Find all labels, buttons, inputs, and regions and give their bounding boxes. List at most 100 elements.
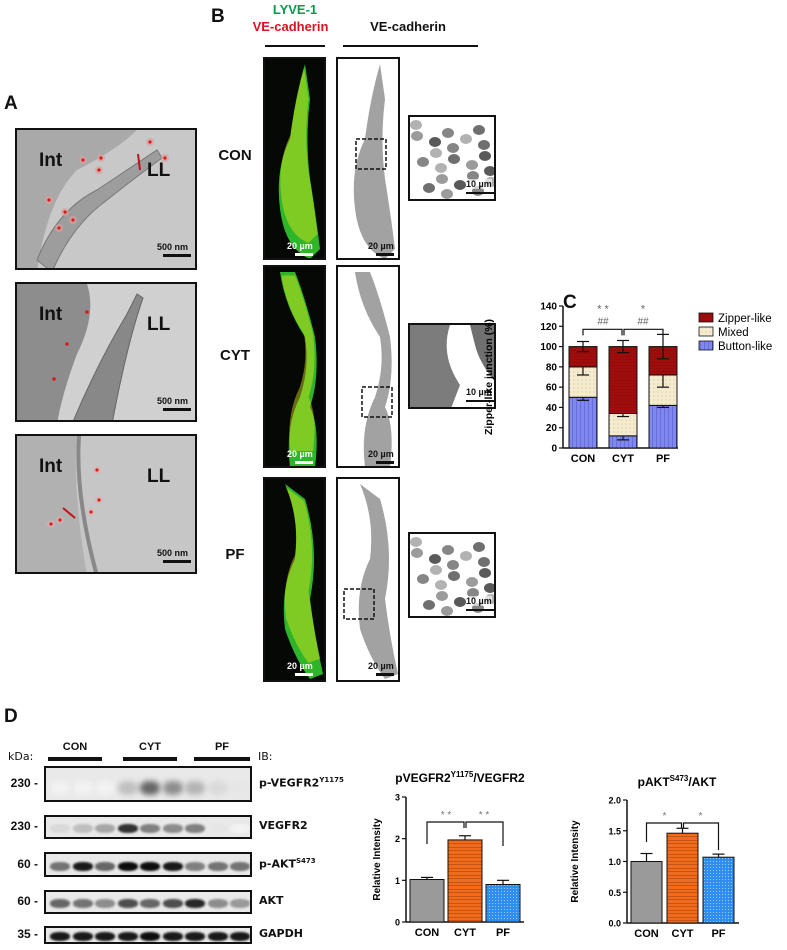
band: [95, 861, 115, 871]
scale-label: 500 nm: [157, 396, 189, 406]
lane-group-cyt: CYT: [139, 741, 161, 753]
ve-cadherin-gray-image: 20 µm: [336, 57, 400, 260]
em-texture: [17, 130, 195, 268]
band: [207, 932, 228, 941]
band: [50, 932, 70, 941]
band: [140, 932, 160, 941]
em-image-2: Int LL 500 nm: [15, 282, 197, 422]
ib-name: AKT: [259, 894, 284, 907]
blot-gapdh: [44, 926, 252, 944]
svg-text:Relative Intensity: Relative Intensity: [372, 818, 383, 901]
lane-group-bar: [48, 757, 102, 761]
scale-bar: [163, 560, 191, 563]
blot-p-vegfr2: [44, 766, 252, 802]
ve-cadherin-gray-image: 20 µm: [336, 477, 400, 682]
band: [162, 899, 183, 908]
band: [50, 781, 70, 795]
panel-b-letter: B: [211, 6, 225, 27]
svg-text:120: 120: [540, 322, 557, 333]
panel-a-letter: A: [4, 93, 18, 114]
band: [185, 781, 205, 795]
zoomed-junction-image: 10 µm: [408, 115, 496, 201]
band: [140, 781, 160, 795]
svg-text:*: *: [641, 303, 646, 315]
band: [117, 899, 138, 908]
band: [50, 824, 70, 833]
svg-text:80: 80: [546, 362, 558, 373]
ib-label: IB:: [258, 750, 273, 763]
svg-text:2.0: 2.0: [608, 796, 621, 806]
svg-text:CON: CON: [571, 453, 596, 465]
band: [185, 932, 205, 941]
svg-text:PF: PF: [711, 928, 725, 940]
svg-text:0: 0: [551, 444, 557, 455]
band: [50, 899, 70, 908]
band: [185, 861, 205, 871]
ll-label: LL: [147, 314, 171, 335]
scale-bar: [295, 253, 313, 256]
band: [140, 824, 160, 833]
svg-text:CON: CON: [415, 927, 440, 939]
band: [140, 861, 160, 871]
svg-text:40: 40: [546, 403, 558, 414]
svg-text:*: *: [699, 811, 703, 822]
svg-text:Zipper-like junction (%): Zipper-like junction (%): [483, 319, 495, 435]
svg-text:0.0: 0.0: [608, 919, 621, 929]
header-underline-gray: [343, 45, 478, 47]
band: [207, 781, 228, 795]
int-label: Int: [39, 304, 63, 325]
svg-text:PF: PF: [656, 453, 670, 465]
ll-label: LL: [147, 466, 171, 487]
scale-label: 10 µm: [466, 596, 492, 606]
svg-text:3: 3: [395, 793, 400, 803]
ve-cadherin-gray-image: 20 µm: [336, 265, 400, 468]
scale-bar: [295, 673, 313, 676]
svg-text:* *: * *: [441, 810, 452, 821]
band: [230, 899, 250, 908]
svg-text:140: 140: [540, 302, 557, 313]
scale-bar: [376, 253, 394, 256]
header-underline-merged: [265, 45, 325, 47]
svg-text:2: 2: [395, 834, 400, 844]
band: [72, 861, 93, 871]
band: [95, 899, 115, 908]
panel-d-letter: D: [4, 706, 18, 727]
svg-text:1.5: 1.5: [608, 826, 621, 836]
svg-text:Button-like: Button-like: [718, 341, 772, 353]
band: [72, 824, 93, 833]
ib-label-akt: AKT: [259, 894, 284, 907]
scale-label: 20 µm: [368, 241, 394, 251]
scale-label: 20 µm: [368, 661, 394, 671]
band: [162, 932, 183, 941]
svg-text:CYT: CYT: [454, 927, 476, 939]
svg-text:* *: * *: [597, 303, 609, 315]
panel-c-letter: C: [563, 292, 577, 313]
ib-label-gapdh: GAPDH: [259, 927, 303, 940]
svg-text:* *: * *: [479, 810, 490, 821]
scale-label: 500 nm: [157, 242, 189, 252]
band: [50, 861, 70, 871]
svg-text:Mixed: Mixed: [718, 327, 749, 339]
kda-marker: 230 -: [10, 819, 38, 833]
svg-text:pAKTS473/AKT: pAKTS473/AKT: [638, 774, 717, 789]
band: [207, 861, 228, 871]
scale-bar: [295, 461, 313, 464]
zoomed-junction-image: 10 µm: [408, 323, 496, 409]
band: [72, 932, 93, 941]
band: [72, 899, 93, 908]
scale-label: 20 µm: [287, 449, 313, 459]
svg-text:1: 1: [395, 876, 400, 886]
zoomed-junction-image: 10 µm: [408, 532, 496, 618]
lane-group-bar: [194, 757, 250, 761]
svg-text:PF: PF: [496, 927, 510, 939]
int-label: Int: [39, 456, 63, 477]
band: [185, 899, 205, 908]
svg-text:100: 100: [540, 342, 557, 353]
band: [230, 932, 250, 941]
svg-text:##: ##: [597, 316, 609, 327]
scale-label: 20 µm: [287, 241, 313, 251]
header-vecad-red: VE-cadherin: [252, 19, 329, 34]
svg-text:CON: CON: [634, 928, 659, 940]
band: [185, 824, 205, 833]
band: [117, 824, 138, 833]
